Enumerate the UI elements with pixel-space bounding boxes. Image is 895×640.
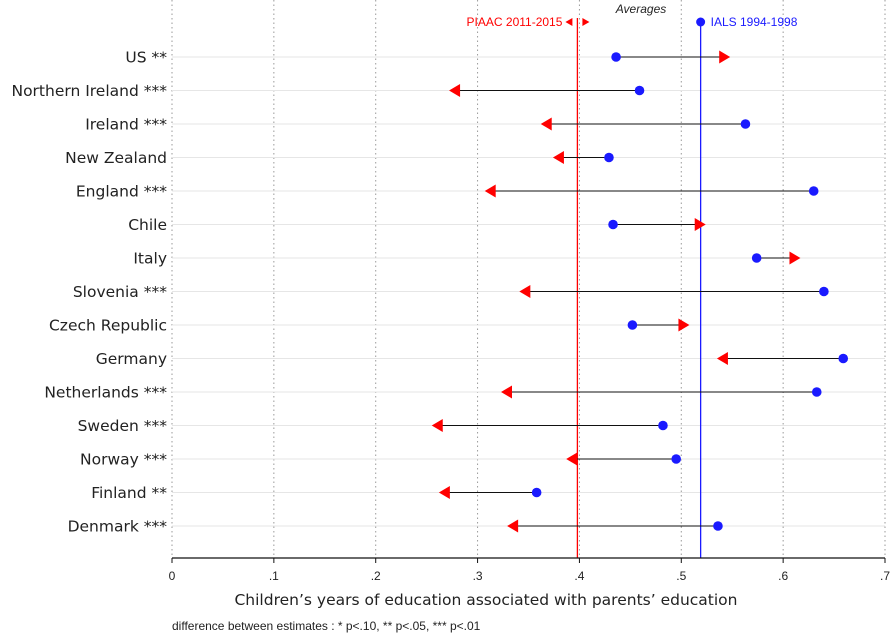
ials-dot — [658, 420, 668, 431]
ials-dot — [751, 253, 762, 263]
piaac-arrow-point — [694, 218, 706, 231]
ials-dot — [808, 186, 819, 196]
country-label: Netherlands *** — [44, 384, 167, 402]
country-label: Italy — [133, 250, 167, 268]
country-label: Chile — [128, 216, 167, 234]
piaac-arrow-point — [519, 285, 531, 298]
x-axis-title: Children’s years of education associated… — [234, 591, 737, 609]
piaac-arrow-point — [438, 486, 450, 499]
ials-dot — [811, 387, 822, 397]
piaac-arrow-point — [449, 84, 461, 97]
vertical-gridlines — [171, 0, 886, 558]
x-tick-label: .3 — [473, 569, 483, 583]
piaac-arrow-point — [507, 519, 519, 533]
country-label: Germany — [96, 350, 167, 368]
averages-title: Averages — [615, 2, 666, 16]
country-label: Czech Republic — [49, 317, 167, 335]
piaac-arrow-point — [552, 151, 564, 164]
ials-average-label: IALS 1994-1998 — [711, 15, 798, 29]
ials-dot — [740, 119, 751, 129]
x-tick-label: .6 — [778, 569, 788, 583]
piaac-arrow-point — [719, 50, 731, 64]
x-tick-label: .2 — [371, 569, 381, 583]
piaac-legend-arrow-right — [582, 18, 590, 26]
ials-dot — [627, 320, 638, 330]
country-label: Northern Ireland *** — [11, 82, 167, 100]
country-label: Finland ** — [91, 484, 167, 502]
x-tick-label: .7 — [880, 569, 890, 583]
piaac-arrow-point — [484, 184, 496, 198]
ials-dot — [611, 52, 621, 62]
average-lines: Averages PIAAC 2011-2015 IALS 1994-1998 — [467, 2, 798, 558]
country-label: Norway *** — [80, 451, 167, 469]
ials-dot — [634, 85, 645, 96]
ials-dot — [819, 286, 829, 297]
country-label: Denmark *** — [68, 518, 168, 536]
country-rows: US ** Northern Ireland *** Ireland *** New … — [11, 49, 849, 536]
ials-dot — [671, 454, 681, 464]
piaac-arrow-point — [431, 419, 443, 432]
country-label: US ** — [125, 49, 167, 67]
country-label: England *** — [76, 183, 167, 201]
ials-dot — [713, 521, 723, 531]
piaac-average-label: PIAAC 2011-2015 — [467, 15, 563, 29]
x-tick-label: 0 — [169, 569, 176, 583]
ials-dot — [608, 219, 618, 230]
x-tick-label: .4 — [574, 569, 584, 583]
piaac-arrow-point — [678, 318, 690, 332]
piaac-legend-arrow-left — [565, 18, 573, 26]
piaac-arrow-point — [789, 251, 801, 265]
piaac-arrow-point — [716, 352, 728, 365]
country-label: Slovenia *** — [73, 283, 167, 301]
ials-legend-marker — [696, 17, 706, 27]
country-label: New Zealand — [65, 149, 167, 167]
country-label: Sweden *** — [78, 417, 168, 435]
country-label: Ireland *** — [85, 116, 167, 134]
x-tick-label: .1 — [269, 569, 279, 583]
ials-dot — [838, 353, 849, 364]
piaac-arrow-point — [500, 385, 512, 399]
significance-note: difference between estimates : * p<.10, … — [172, 619, 481, 633]
piaac-arrow-point — [540, 117, 552, 131]
x-axis: 0 .1 .2 .3 .4 .5 .6 .7 — [169, 557, 890, 583]
ials-dot — [604, 152, 614, 163]
ials-dot — [531, 487, 542, 498]
x-tick-label: .5 — [676, 569, 686, 583]
piaac-arrow-point — [566, 452, 578, 466]
